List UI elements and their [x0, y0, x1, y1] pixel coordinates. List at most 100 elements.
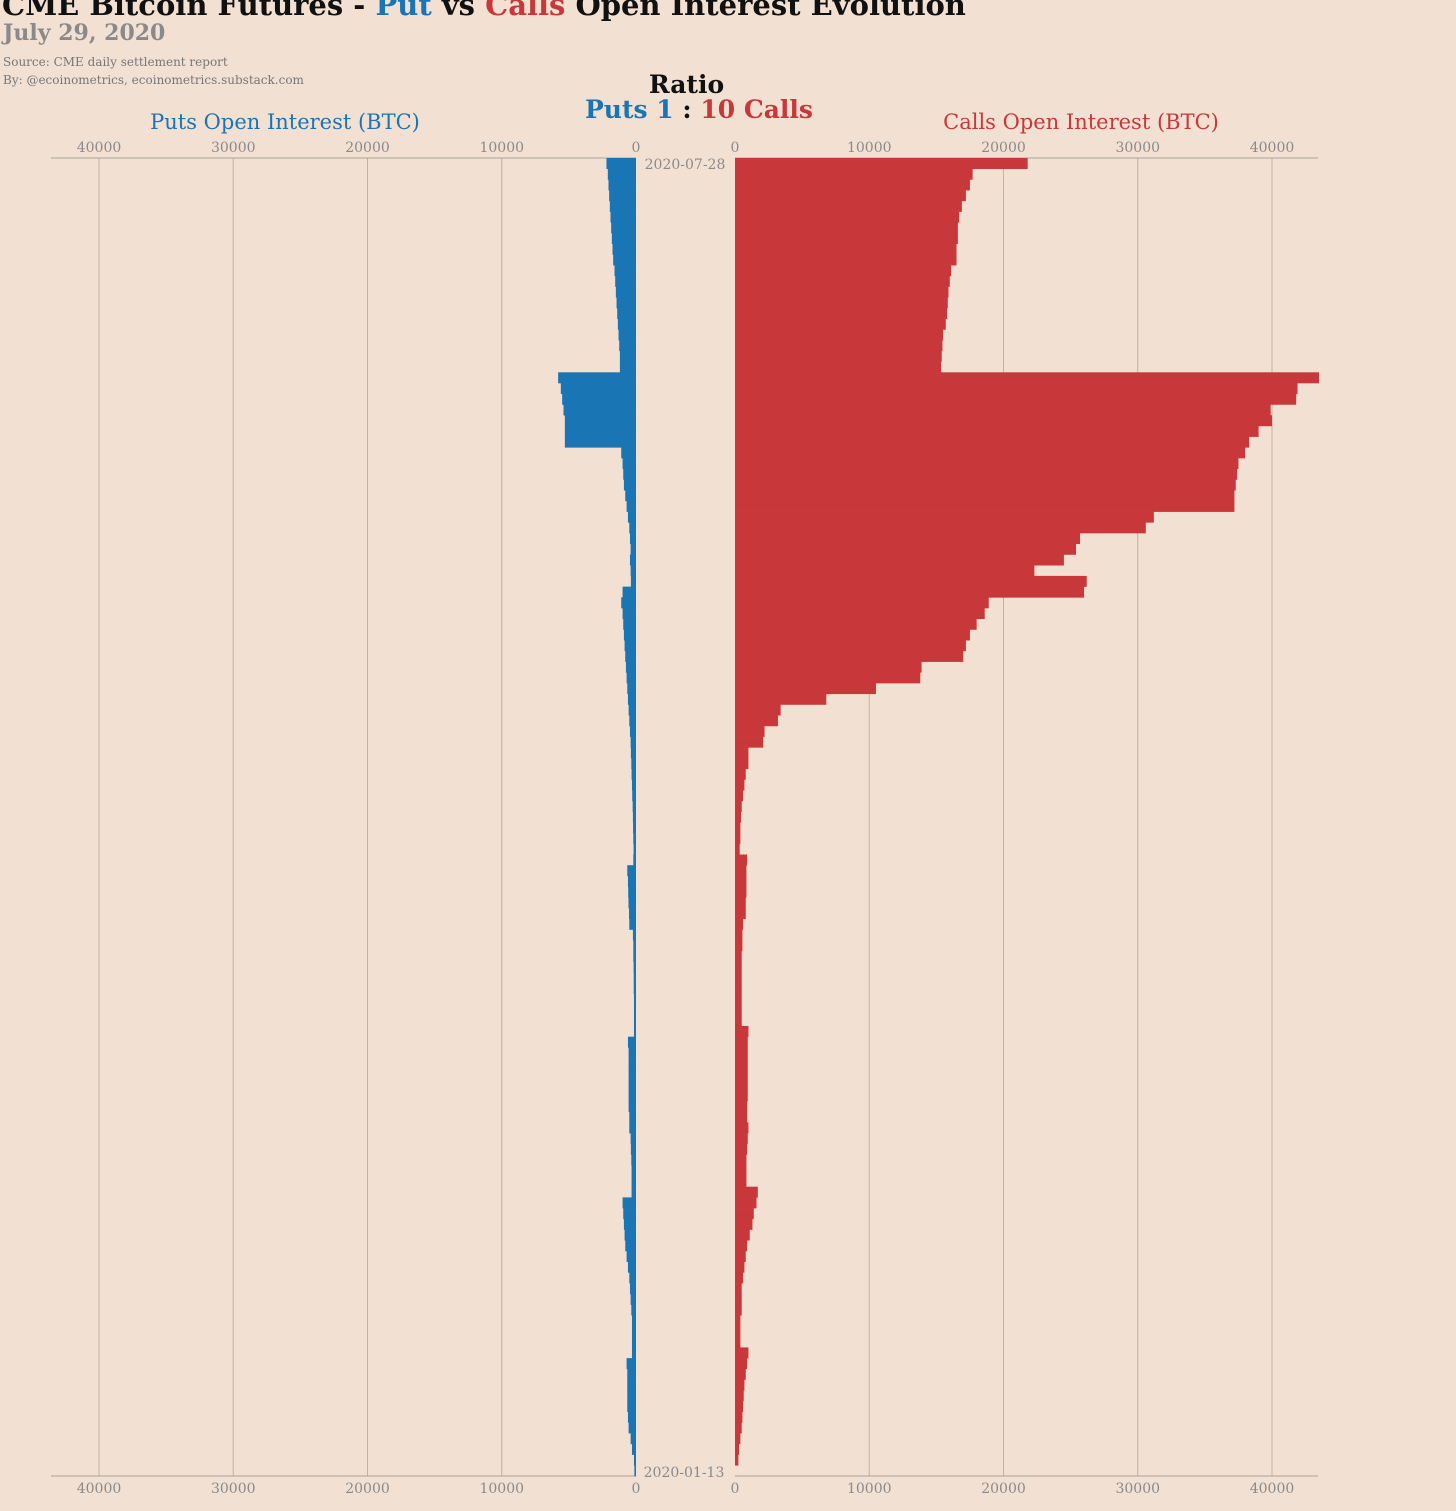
call-bar	[735, 1143, 748, 1155]
put-bar	[633, 993, 636, 1005]
put-bar	[631, 1347, 636, 1359]
put-bar	[634, 1465, 636, 1477]
put-bar	[609, 200, 636, 212]
call-bar	[735, 190, 966, 202]
ratio-calls: 10 Calls	[700, 95, 814, 124]
call-bar	[735, 340, 943, 352]
call-bar	[735, 425, 1259, 437]
put-bar	[612, 243, 636, 255]
put-bar	[630, 1433, 636, 1445]
calls-tick-label: 10000	[847, 1481, 892, 1497]
call-bar	[735, 479, 1236, 491]
call-bar	[735, 511, 1154, 523]
put-bar	[631, 1154, 636, 1166]
call-bar	[735, 1283, 742, 1295]
call-bar	[735, 822, 741, 834]
ratio-puts: Puts 1	[584, 95, 674, 124]
calls-axis-title: Calls Open Interest (BTC)	[943, 110, 1219, 134]
call-bar	[735, 875, 747, 887]
call-bar	[735, 1004, 742, 1016]
put-bar	[613, 254, 636, 266]
put-bar	[623, 479, 636, 491]
call-bar	[735, 993, 742, 1005]
put-bar	[619, 350, 636, 362]
call-bar	[735, 1068, 748, 1080]
call-bar	[735, 1443, 740, 1455]
put-bar	[624, 1229, 636, 1241]
call-bar	[735, 350, 942, 362]
call-bar	[735, 543, 1076, 555]
put-bar	[615, 286, 636, 298]
call-bar	[735, 308, 948, 320]
put-bar	[627, 1261, 636, 1273]
call-bar	[735, 1250, 746, 1262]
call-bar	[735, 1411, 743, 1423]
call-bar	[735, 1100, 748, 1112]
call-bar	[735, 768, 746, 780]
put-bar	[629, 918, 636, 930]
put-bar	[633, 983, 636, 995]
put-bar	[618, 329, 636, 341]
call-bar	[735, 1133, 748, 1145]
call-bar	[735, 179, 970, 191]
put-bar	[607, 168, 636, 180]
chart-date: July 29, 2020	[3, 20, 166, 46]
call-bar	[735, 1347, 749, 1359]
call-bar	[735, 1175, 747, 1187]
put-bar	[611, 222, 636, 234]
call-bar	[735, 618, 977, 630]
call-bar	[735, 222, 958, 234]
put-bar	[610, 211, 636, 223]
puts-tick-label: 40000	[77, 140, 122, 156]
put-bar	[627, 1390, 636, 1402]
put-bar	[628, 1068, 636, 1080]
call-bar	[735, 318, 946, 330]
call-bar	[735, 200, 962, 212]
call-bar	[735, 1358, 748, 1370]
call-bar	[735, 929, 743, 941]
call-bar	[735, 575, 1087, 587]
put-bar	[625, 1240, 636, 1252]
put-bar	[629, 1122, 636, 1134]
call-bar	[735, 897, 746, 909]
call-bar	[735, 490, 1235, 502]
date-label-bottom: 2020-01-13	[644, 1465, 725, 1481]
call-bar	[735, 683, 876, 695]
put-bar	[564, 425, 636, 437]
call-bar	[735, 1036, 748, 1048]
put-bar	[627, 1368, 636, 1380]
put-bar	[626, 1250, 636, 1262]
call-bar	[735, 297, 948, 309]
calls-tick-label: 10000	[847, 140, 892, 156]
call-bar	[735, 211, 960, 223]
call-bar	[735, 1454, 739, 1466]
call-bar	[735, 1218, 753, 1230]
puts-tick-label: 20000	[345, 1481, 390, 1497]
put-bar	[627, 875, 636, 887]
put-bar	[624, 640, 636, 652]
put-bar	[633, 822, 636, 834]
put-bar	[563, 404, 636, 416]
call-bar	[735, 436, 1250, 448]
call-bar	[735, 629, 970, 641]
put-bar	[629, 1283, 636, 1295]
put-bar	[631, 758, 636, 770]
put-bar	[631, 1165, 636, 1177]
put-bar	[627, 1379, 636, 1391]
call-bar	[735, 918, 744, 930]
call-bar	[735, 597, 989, 609]
call-bar	[735, 500, 1235, 512]
call-bar	[735, 1325, 741, 1337]
call-bar	[735, 843, 740, 855]
call-bar	[735, 1111, 748, 1123]
call-bar	[735, 1154, 747, 1166]
call-bar	[735, 1090, 748, 1102]
puts-tick-label: 30000	[211, 140, 256, 156]
put-bar	[633, 843, 636, 855]
puts-tick-label: 40000	[77, 1481, 122, 1497]
put-bar	[633, 961, 636, 973]
call-bar	[735, 265, 952, 277]
put-bar	[630, 565, 636, 577]
call-bar	[735, 404, 1271, 416]
put-bar	[627, 1400, 636, 1413]
